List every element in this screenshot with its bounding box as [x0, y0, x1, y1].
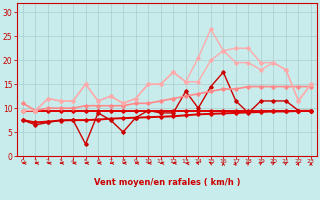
- X-axis label: Vent moyen/en rafales ( km/h ): Vent moyen/en rafales ( km/h ): [94, 178, 240, 187]
